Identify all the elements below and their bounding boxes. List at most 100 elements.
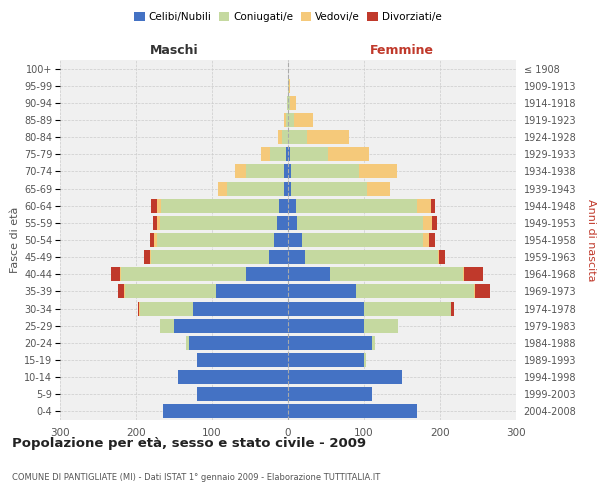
Bar (125, 284, 216, 298)
Bar (288, 388, 371, 402)
Bar (430, 233, 436, 247)
Bar (431, 198, 434, 212)
Bar (121, 268, 246, 281)
Bar (288, 284, 356, 298)
Bar (364, 302, 451, 316)
Bar (151, 233, 154, 247)
Bar (274, 233, 288, 247)
Bar (463, 268, 464, 281)
Bar (118, 284, 124, 298)
Bar (174, 318, 288, 332)
Bar (151, 198, 157, 212)
Bar (464, 268, 482, 281)
Bar (288, 353, 364, 367)
Bar (431, 216, 437, 230)
Bar (197, 353, 288, 367)
Bar (290, 148, 328, 162)
Bar (139, 302, 140, 316)
Bar (277, 216, 288, 230)
Bar (269, 250, 288, 264)
Bar (288, 182, 291, 196)
Text: Popolazione per età, sesso e stato civile - 2009: Popolazione per età, sesso e stato civil… (12, 438, 366, 450)
Bar (151, 250, 269, 264)
Bar (193, 302, 288, 316)
Bar (288, 336, 371, 350)
Text: Maschi: Maschi (149, 44, 199, 58)
Bar (282, 130, 288, 144)
Bar (474, 284, 475, 298)
Bar (154, 233, 157, 247)
Bar (288, 404, 417, 418)
Bar (422, 216, 431, 230)
Bar (157, 216, 160, 230)
Bar (284, 113, 286, 127)
Bar (160, 318, 174, 332)
Bar (260, 148, 270, 162)
Bar (288, 250, 305, 264)
Bar (189, 336, 288, 350)
Bar (157, 198, 161, 212)
Bar (288, 370, 402, 384)
Bar (197, 388, 288, 402)
Bar (291, 164, 359, 178)
Bar (367, 182, 390, 196)
Bar (161, 198, 279, 212)
Bar (296, 198, 417, 212)
Bar (235, 164, 246, 178)
Bar (288, 148, 290, 162)
Bar (140, 302, 193, 316)
Bar (163, 404, 288, 418)
Bar (289, 78, 290, 92)
Bar (288, 302, 364, 316)
Bar (246, 268, 288, 281)
Bar (186, 336, 189, 350)
Bar (364, 318, 398, 332)
Y-axis label: Fasce di età: Fasce di età (10, 207, 20, 273)
Bar (120, 268, 121, 281)
Bar (284, 164, 288, 178)
Bar (288, 113, 294, 127)
Text: Femmine: Femmine (370, 44, 434, 58)
Bar (287, 96, 288, 110)
Bar (149, 250, 151, 264)
Bar (330, 268, 463, 281)
Bar (279, 198, 288, 212)
Bar (270, 148, 286, 162)
Bar (307, 130, 349, 144)
Bar (288, 268, 330, 281)
Bar (143, 250, 149, 264)
Bar (356, 284, 474, 298)
Bar (124, 284, 125, 298)
Bar (111, 268, 120, 281)
Bar (288, 198, 296, 212)
Bar (138, 302, 139, 316)
Bar (290, 96, 296, 110)
Bar (291, 182, 367, 196)
Bar (475, 284, 490, 298)
Bar (302, 233, 423, 247)
Y-axis label: Anni di nascita: Anni di nascita (586, 198, 596, 281)
Bar (178, 370, 288, 384)
Bar (160, 216, 277, 230)
Bar (286, 148, 288, 162)
Bar (297, 216, 422, 230)
Bar (278, 130, 282, 144)
Bar (218, 182, 227, 196)
Bar (371, 336, 376, 350)
Bar (294, 113, 313, 127)
Bar (288, 96, 290, 110)
Bar (328, 148, 370, 162)
Bar (288, 164, 291, 178)
Text: COMUNE DI PANTIGLIATE (MI) - Dati ISTAT 1° gennaio 2009 - Elaborazione TUTTITALI: COMUNE DI PANTIGLIATE (MI) - Dati ISTAT … (12, 473, 380, 482)
Bar (288, 216, 297, 230)
Bar (417, 198, 431, 212)
Bar (288, 78, 289, 92)
Bar (438, 250, 439, 264)
Bar (227, 182, 284, 196)
Bar (364, 353, 365, 367)
Bar (157, 233, 274, 247)
Bar (439, 250, 445, 264)
Bar (288, 233, 302, 247)
Bar (451, 302, 454, 316)
Bar (153, 216, 157, 230)
